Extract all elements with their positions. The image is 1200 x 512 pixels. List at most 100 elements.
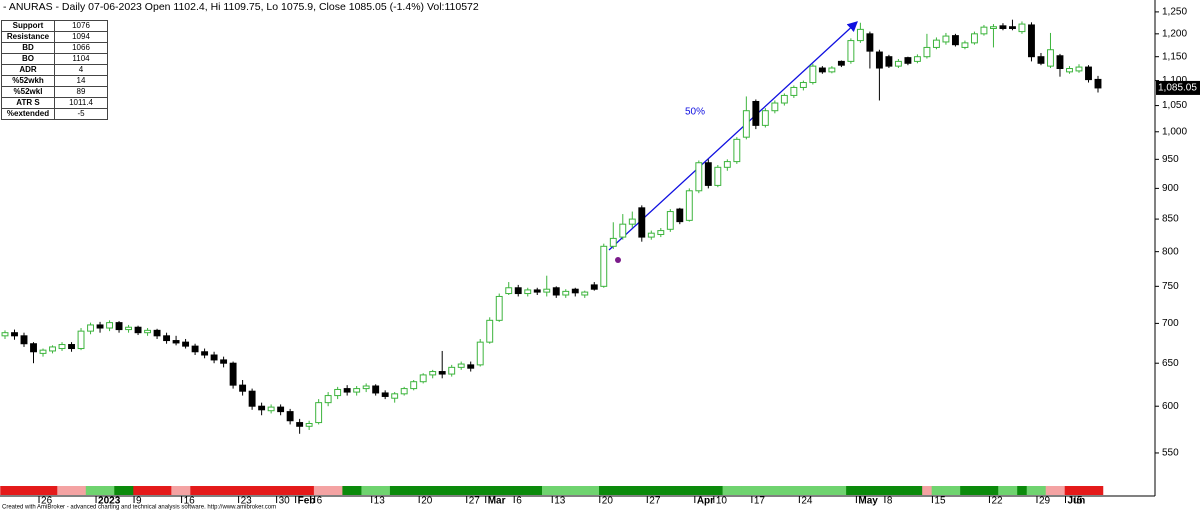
candle-body xyxy=(410,381,418,390)
x-tick-label: 13 xyxy=(374,496,386,507)
candle-body xyxy=(742,110,750,138)
candle-body xyxy=(324,395,332,404)
ribbon-cell xyxy=(389,486,400,495)
ribbon-cell xyxy=(66,486,77,495)
ribbon-cell xyxy=(960,486,971,495)
candle-body xyxy=(704,162,712,186)
x-tick-label: 16 xyxy=(184,496,196,507)
candle-body xyxy=(210,354,218,361)
ribbon-cell xyxy=(1093,486,1104,495)
candle-body xyxy=(619,223,627,238)
ribbon-cell xyxy=(874,486,885,495)
table-row: %extended -5 xyxy=(1,108,108,120)
candle-body xyxy=(172,340,180,344)
ribbon-cell xyxy=(599,486,610,495)
x-tick-label: 2023 xyxy=(98,496,121,507)
ribbon-cell xyxy=(1055,486,1066,495)
candle-body xyxy=(438,371,446,375)
candle-body xyxy=(1028,24,1035,58)
candle-body xyxy=(182,341,190,347)
ribbon-cell xyxy=(808,486,819,495)
ribbon-cell xyxy=(209,486,220,495)
candle-body xyxy=(609,237,617,247)
candle-body xyxy=(752,100,760,126)
ribbon-cell xyxy=(399,486,410,495)
ribbon-cell xyxy=(256,486,267,495)
candle-body xyxy=(666,211,674,230)
ribbon-cell xyxy=(408,486,419,495)
ribbon-cell xyxy=(903,486,914,495)
ribbon-cell xyxy=(1007,486,1018,495)
candle-body xyxy=(695,162,703,192)
candle-body xyxy=(970,33,978,44)
candle-body xyxy=(932,39,940,48)
y-tick-label: 1,100 xyxy=(1162,75,1187,86)
row-label: %52wkl xyxy=(1,86,55,98)
row-label: ATR S xyxy=(1,97,55,109)
candle-body xyxy=(562,290,570,296)
ribbon-cell xyxy=(114,486,125,495)
y-tick-label: 1,150 xyxy=(1162,51,1187,62)
x-tick-label: 27 xyxy=(469,496,481,507)
ribbon-cell xyxy=(618,486,629,495)
table-row: ADR 4 xyxy=(1,64,108,76)
candle-body xyxy=(714,166,722,186)
candle-body xyxy=(600,245,608,287)
ribbon-cell xyxy=(884,486,895,495)
ribbon-cell xyxy=(475,486,486,495)
ribbon-cell xyxy=(180,486,191,495)
candle-body xyxy=(723,161,731,168)
row-label: %52wkh xyxy=(1,75,55,87)
y-tick-label: 550 xyxy=(1162,448,1179,459)
table-row: %52wkl 89 xyxy=(1,86,108,98)
ribbon-cell xyxy=(85,486,96,495)
candle-body xyxy=(543,288,551,293)
ribbon-cell xyxy=(922,486,933,495)
candle-body xyxy=(875,51,883,69)
ribbon-cell xyxy=(19,486,30,495)
candle-body xyxy=(267,406,275,412)
y-tick-label: 950 xyxy=(1162,154,1179,165)
x-tick-label: 6 xyxy=(317,496,323,507)
candle-body xyxy=(761,110,769,126)
ribbon-cell xyxy=(228,486,239,495)
ribbon-cell xyxy=(979,486,990,495)
candle-body xyxy=(638,207,646,238)
candle-body xyxy=(134,326,142,334)
last-price-label: 1,085.05 xyxy=(1158,83,1197,94)
candle-body xyxy=(828,67,836,73)
candle-body xyxy=(818,67,826,73)
candle-body xyxy=(87,324,94,332)
table-row: Support 1076 xyxy=(1,20,108,32)
row-value: 1066 xyxy=(54,42,108,54)
ribbon-cell xyxy=(570,486,581,495)
ribbon-cell xyxy=(171,486,182,495)
candle-body xyxy=(856,28,864,42)
candle-body xyxy=(486,319,494,343)
ribbon-cell xyxy=(741,486,752,495)
candle-body xyxy=(1047,49,1054,67)
ribbon-cell xyxy=(1026,486,1037,495)
ribbon-cell xyxy=(855,486,866,495)
ribbon-cell xyxy=(427,486,438,495)
table-row: BD 1066 xyxy=(1,42,108,54)
x-tick-label: 20 xyxy=(421,496,433,507)
ribbon-cell xyxy=(456,486,467,495)
x-tick-label: Apr xyxy=(697,496,714,507)
candle-body xyxy=(305,422,313,427)
y-tick-label: 900 xyxy=(1162,183,1179,194)
ribbon-cell xyxy=(912,486,923,495)
candle-body xyxy=(153,329,161,337)
candle-body xyxy=(248,390,256,407)
x-tick-label: 27 xyxy=(649,496,661,507)
candle-body xyxy=(809,65,817,84)
y-tick-label: 800 xyxy=(1162,246,1179,257)
ribbon-cell xyxy=(846,486,857,495)
row-label: BD xyxy=(1,42,55,54)
candle-body xyxy=(1075,66,1083,72)
ribbon-cell xyxy=(484,486,495,495)
ribbon-cell xyxy=(351,486,362,495)
candle-body xyxy=(790,86,798,96)
candle-body xyxy=(343,388,351,393)
candle-body xyxy=(533,289,541,293)
